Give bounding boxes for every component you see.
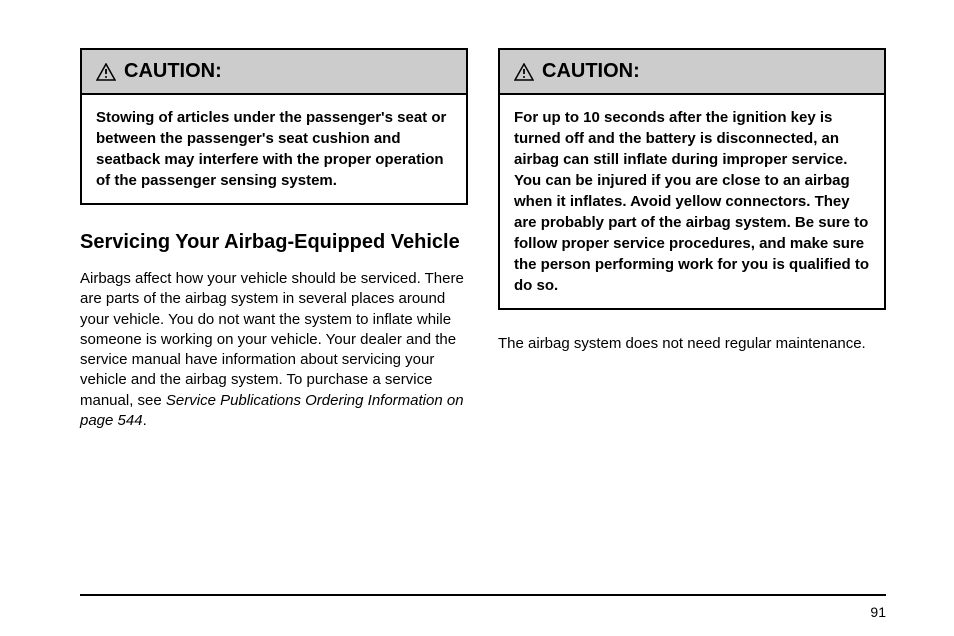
caution-body-1: Stowing of articles under the passenger'… [82, 95, 466, 203]
caution-header-2: CAUTION: [500, 50, 884, 95]
body-paragraph-1: Airbags affect how your vehicle should b… [80, 269, 468, 431]
left-column: CAUTION: Stowing of articles under the p… [80, 48, 468, 583]
body-paragraph-2: The airbag system does not need regular … [498, 334, 886, 354]
section-heading: Servicing Your Airbag-Equipped Vehicle [80, 229, 468, 255]
warning-triangle-icon [96, 63, 116, 81]
caution-header-1: CAUTION: [82, 50, 466, 95]
warning-triangle-icon [514, 63, 534, 81]
caution-label-1: CAUTION: [124, 60, 222, 83]
page-number: 91 [870, 604, 886, 620]
caution-box-2: CAUTION: For up to 10 seconds after the … [498, 48, 886, 310]
caution-box-1: CAUTION: Stowing of articles under the p… [80, 48, 468, 205]
footer-divider [80, 594, 886, 596]
caution-body-2: For up to 10 seconds after the ignition … [500, 95, 884, 308]
page-content: CAUTION: Stowing of articles under the p… [80, 48, 886, 583]
body-text-part1: Airbags affect how your vehicle should b… [80, 270, 464, 409]
right-column: CAUTION: For up to 10 seconds after the … [498, 48, 886, 583]
caution-label-2: CAUTION: [542, 60, 640, 83]
body-text-part2: . [143, 412, 147, 429]
